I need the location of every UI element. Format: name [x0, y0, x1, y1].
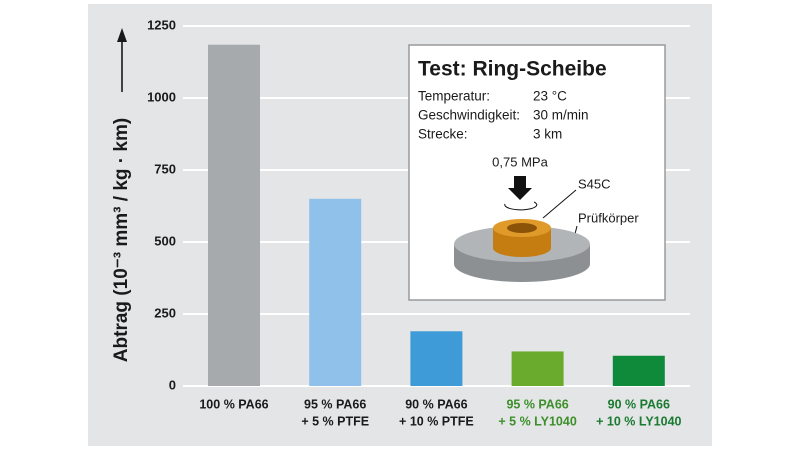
specimen-label: Prüfkörper [578, 210, 639, 225]
x-tick-label: + 5 % LY1040 [498, 414, 576, 428]
bar [410, 331, 463, 386]
y-tick-label: 750 [154, 161, 176, 176]
x-tick-label: 95 % PA66 [304, 397, 366, 411]
load-label: 0,75 MPa [492, 154, 548, 169]
leader [542, 189, 577, 219]
bar [511, 351, 564, 386]
y-tick-label: 1000 [147, 89, 176, 104]
load-arrow [508, 176, 532, 200]
x-tick-label: + 10 % LY1040 [596, 414, 681, 428]
param-label: Temperatur: [418, 89, 490, 104]
y-axis-label: Abtrag (10⁻³ mm³ / kg · km) [111, 118, 132, 362]
y-tick-label: 1250 [147, 17, 176, 32]
x-tick-label: 100 % PA66 [199, 397, 268, 411]
inset: Test: Ring-Scheibe Temperatur: 23 °C Gesch… [408, 44, 666, 301]
bar [208, 44, 260, 386]
param-label: Geschwindigkeit: [418, 108, 520, 123]
x-tick-label: 95 % PA66 [506, 397, 568, 411]
bar [309, 198, 362, 386]
y-tick-label: 500 [154, 233, 176, 248]
param-value: 3 km [533, 127, 562, 142]
param-value: 30 m/min [533, 108, 589, 123]
x-tick-label: + 5 % PTFE [301, 414, 369, 428]
param-value: 23 °C [533, 89, 567, 104]
bar [612, 355, 665, 386]
x-tick-label: + 10 % PTFE [399, 414, 474, 428]
rotation-arrow [504, 201, 538, 211]
axis-arrowhead [117, 28, 127, 42]
inset-title: Test: Ring-Scheibe [418, 58, 607, 81]
y-tick-label: 0 [169, 377, 176, 392]
ring-label: S45C [578, 176, 611, 191]
param-label: Strecke: [418, 127, 468, 142]
x-tick-label: 90 % PA66 [608, 397, 670, 411]
y-tick-label: 250 [154, 305, 176, 320]
ring-hole [507, 223, 537, 233]
x-tick-label: 90 % PA66 [405, 397, 467, 411]
